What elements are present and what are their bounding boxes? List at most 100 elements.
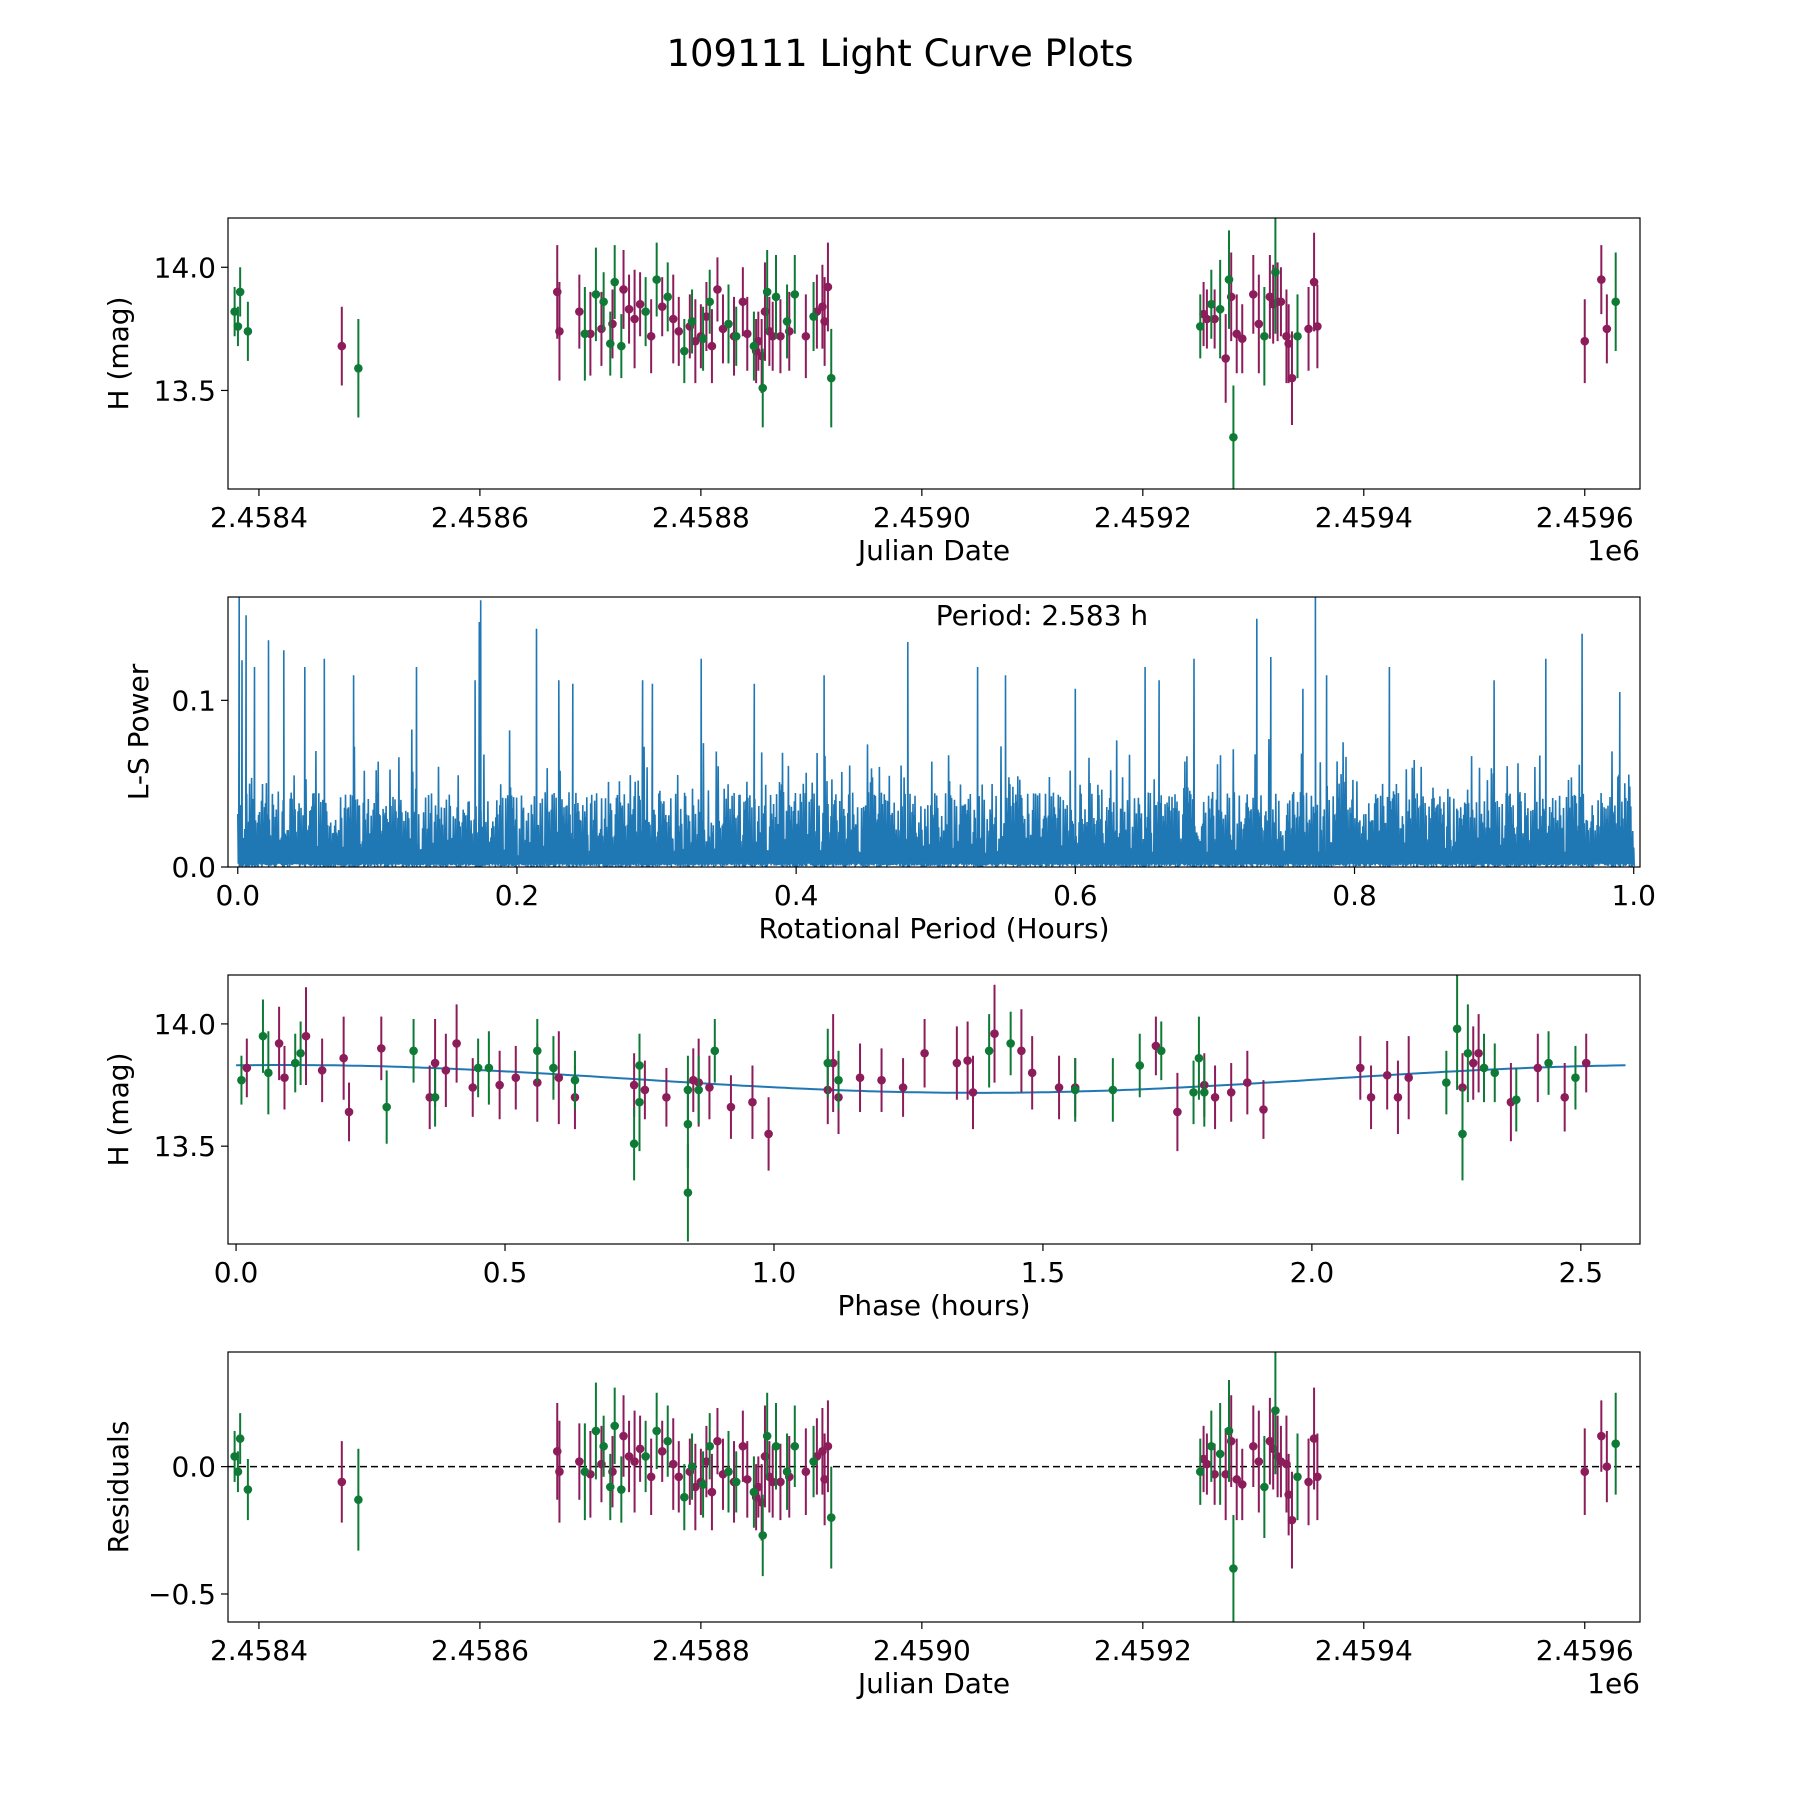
x-tick-label: 2.4590 xyxy=(873,1634,971,1667)
data-point xyxy=(990,1029,999,1038)
x-tick-label: 0.8 xyxy=(1332,879,1377,912)
data-point xyxy=(823,1441,833,1451)
period-annotation: Period: 2.583 h xyxy=(936,599,1148,632)
data-point xyxy=(1463,1048,1473,1058)
data-point xyxy=(657,302,667,311)
data-point xyxy=(731,331,741,341)
data-point xyxy=(1229,1564,1238,1573)
x-tick-label: 0.6 xyxy=(1053,879,1098,912)
data-point xyxy=(826,373,836,383)
axes-frame xyxy=(227,596,1641,868)
data-point xyxy=(674,1472,684,1482)
data-point xyxy=(635,1097,644,1107)
data-point xyxy=(1560,1092,1569,1102)
data-point xyxy=(668,1459,678,1469)
data-point xyxy=(1382,1070,1392,1080)
data-point xyxy=(337,1477,347,1487)
data-point xyxy=(511,1073,521,1083)
data-point xyxy=(1511,1095,1521,1105)
y-tick-label: 0.0 xyxy=(171,1451,216,1484)
data-point xyxy=(1254,1457,1264,1466)
x-tick-label: 0.4 xyxy=(774,879,819,912)
axes-frame xyxy=(227,217,1641,490)
data-point xyxy=(1597,1431,1606,1441)
data-point xyxy=(243,1485,253,1494)
data-point xyxy=(1293,1472,1302,1482)
data-point xyxy=(668,314,678,324)
data-point xyxy=(1571,1073,1580,1083)
data-point xyxy=(1581,1058,1591,1068)
periodogram-line xyxy=(237,597,1635,867)
data-point xyxy=(1284,1490,1293,1499)
data-point xyxy=(555,327,564,336)
data-point xyxy=(1260,1482,1269,1492)
data-point xyxy=(617,341,626,351)
plot-area xyxy=(237,597,1635,867)
data-point xyxy=(1195,322,1205,331)
data-point xyxy=(382,1102,391,1112)
data-point xyxy=(726,1102,736,1112)
data-point xyxy=(337,341,347,351)
data-point xyxy=(1226,1088,1236,1097)
x-tick-label: 0.5 xyxy=(483,1256,528,1289)
x-axis-label: Phase (hours) xyxy=(837,1289,1030,1322)
data-point xyxy=(1254,319,1264,329)
data-point xyxy=(963,1056,972,1065)
data-point xyxy=(1027,1068,1037,1078)
data-point xyxy=(877,1075,886,1085)
data-point xyxy=(629,1139,639,1149)
data-point xyxy=(758,1531,768,1540)
data-point xyxy=(641,1452,650,1461)
x-tick-label: 2.4590 xyxy=(873,501,971,534)
data-point xyxy=(801,1467,811,1477)
x-tick-label: 2.4584 xyxy=(210,501,308,534)
x-tick-label: 2.4588 xyxy=(652,1634,750,1667)
data-point xyxy=(430,1092,440,1102)
data-point xyxy=(920,1048,929,1058)
data-point xyxy=(1355,1063,1365,1073)
data-point xyxy=(738,1441,748,1451)
data-point xyxy=(698,1480,708,1489)
panels: 2.4584 2.4586 2.4588 2.4590 2.4592 2.4594 2.45… xyxy=(102,217,1656,1700)
series-band_b xyxy=(237,975,1580,1242)
x-tick-label: 2.4584 xyxy=(210,1634,308,1667)
data-point xyxy=(280,1073,289,1083)
data-point xyxy=(605,1482,615,1492)
data-point xyxy=(610,1421,619,1431)
x-tick-label: 2.4594 xyxy=(1315,1634,1413,1667)
data-point xyxy=(713,285,722,294)
figure-title: 109111 Light Curve Plots xyxy=(666,32,1133,75)
data-point xyxy=(1309,1434,1319,1443)
data-point xyxy=(768,331,777,341)
data-point xyxy=(1533,1063,1543,1073)
data-point xyxy=(377,1044,386,1053)
data-point xyxy=(473,1063,483,1073)
data-point xyxy=(1260,331,1269,341)
data-point xyxy=(657,1447,667,1456)
data-point xyxy=(758,383,768,393)
panel-light-curve: 2.4584 2.4586 2.4588 2.4590 2.4592 2.4594 2.45… xyxy=(102,217,1641,567)
data-point xyxy=(605,339,615,348)
axes-frame xyxy=(227,974,1641,1245)
data-point xyxy=(771,292,781,302)
data-point xyxy=(771,1441,781,1451)
data-point xyxy=(762,287,772,297)
data-point xyxy=(1232,1475,1242,1484)
data-point xyxy=(855,1073,865,1083)
data-point xyxy=(687,317,697,326)
data-point xyxy=(1199,1088,1209,1097)
data-point xyxy=(1309,277,1319,287)
data-point xyxy=(237,1075,246,1085)
data-point xyxy=(495,1080,504,1090)
y-tick-label: 0.0 xyxy=(171,851,216,884)
data-point xyxy=(1173,1107,1182,1117)
data-point xyxy=(1237,1480,1247,1489)
data-point xyxy=(617,1485,626,1494)
data-point xyxy=(641,307,650,316)
series-band_b xyxy=(230,1352,1620,1622)
y-tick-label: 14.0 xyxy=(154,251,216,284)
data-point xyxy=(580,1467,590,1477)
data-point xyxy=(1490,1068,1500,1078)
data-point xyxy=(591,290,601,299)
data-point xyxy=(1284,339,1293,348)
